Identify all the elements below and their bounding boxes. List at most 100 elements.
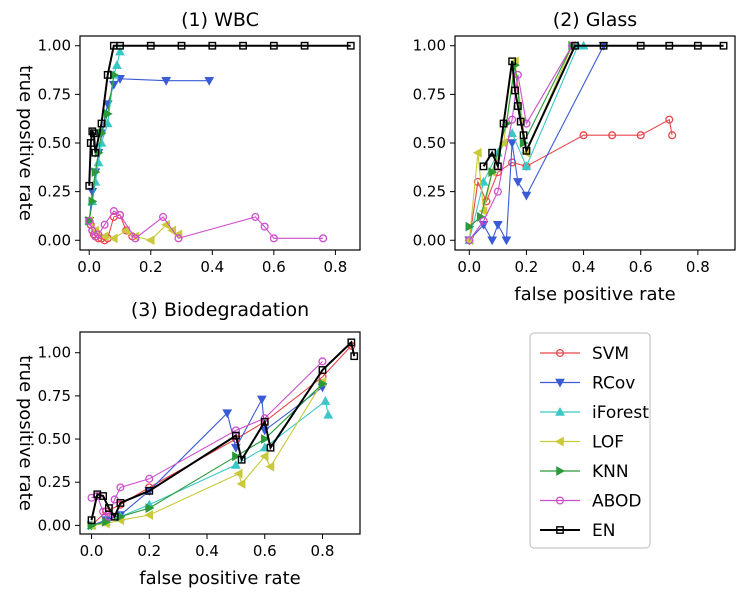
- biodegradation-point-rcov: [222, 409, 233, 419]
- biodegradation-y-tick-label: 0.50: [38, 430, 71, 448]
- biodegradation-line-en: [90, 340, 356, 521]
- glass-y-tick-label: 0.75: [413, 85, 446, 103]
- wbc-point-rcov: [204, 76, 215, 86]
- glass-point-en: [479, 162, 488, 171]
- glass-series-en: [479, 41, 728, 171]
- wbc-series-abod: [85, 207, 328, 243]
- wbc-point-iforest: [102, 118, 113, 128]
- wbc-point-iforest: [115, 46, 125, 56]
- wbc-point-en: [239, 41, 247, 50]
- biodegradation-series-abod: [87, 357, 327, 521]
- biodegradation-x-axis-title: false positive rate: [139, 568, 300, 589]
- biodegradation-title: (3) Biodegradation: [131, 299, 309, 321]
- glass-point-abod: [465, 236, 474, 245]
- wbc-y-tick-label: 0.50: [38, 134, 71, 152]
- wbc-point-iforest: [90, 176, 101, 186]
- legend-label: RCov: [592, 374, 635, 394]
- wbc-point-lof: [121, 225, 130, 236]
- glass-x-tick-label: 0.4: [572, 258, 596, 276]
- biodegradation-y-axis-title: true positive rate: [15, 355, 36, 511]
- biodegradation-series-en: [87, 338, 359, 525]
- biodegradation-point-en: [231, 431, 240, 440]
- biodegradation-point-abod: [231, 426, 240, 435]
- glass-point-en: [511, 86, 519, 95]
- glass-point-rcov: [521, 191, 532, 201]
- legend-swatch-marker: [555, 496, 565, 505]
- biodegradation-point-knn: [232, 451, 241, 462]
- wbc-point-en: [300, 41, 309, 50]
- wbc-y-tick-label: 0.75: [38, 85, 71, 103]
- wbc-point-lof: [108, 233, 118, 244]
- biodegradation-point-abod: [116, 483, 125, 492]
- glass-point-en: [599, 41, 608, 50]
- biodegradation-y-tick-label: 1.00: [38, 344, 71, 362]
- wbc-point-abod: [319, 234, 328, 243]
- legend-entry-en: EN: [540, 521, 615, 541]
- wbc-point-en: [88, 127, 97, 136]
- biodegradation-point-en: [347, 338, 356, 347]
- wbc-point-abod: [94, 230, 103, 239]
- glass-y-tick-label: 0.50: [413, 134, 446, 152]
- wbc-point-en: [177, 41, 186, 50]
- biodegradation-point-lof: [265, 461, 275, 472]
- wbc-y-axis-title: true positive rate: [15, 65, 36, 221]
- biodegradation-point-knn: [116, 511, 126, 522]
- biodegradation-point-en: [104, 504, 113, 513]
- wbc-point-knn: [88, 196, 98, 207]
- glass-point-svm: [579, 131, 588, 140]
- wbc-point-abod: [131, 234, 140, 243]
- legend-swatch-marker: [555, 406, 565, 416]
- legend-entry-rcov: RCov: [540, 374, 635, 394]
- glass-point-en: [493, 162, 502, 171]
- biodegradation-point-en: [318, 366, 327, 374]
- biodegradation-point-en: [237, 455, 246, 464]
- legend-label: iForest: [592, 403, 649, 423]
- glass-point-en: [508, 57, 517, 66]
- biodegradation-point-lof: [259, 451, 269, 462]
- glass-point-rcov: [492, 220, 503, 230]
- wbc-point-abod: [260, 222, 269, 231]
- biodegradation-line-rcov: [91, 386, 323, 526]
- wbc-point-en: [97, 119, 106, 128]
- panel-glass: (2) Glass 0.0 0.2 0.4 0.6 0.8 0.00 0.25 0.50 0.75…: [413, 9, 736, 305]
- biodegradation-y-tick-label: 0.75: [38, 387, 71, 405]
- glass-point-abod: [513, 70, 522, 79]
- biodegradation-series-rcov: [86, 383, 328, 531]
- wbc-point-knn: [103, 108, 113, 119]
- legend-label: KNN: [592, 462, 629, 482]
- legend-label: SVM: [592, 344, 629, 364]
- glass-point-en: [519, 131, 528, 140]
- biodegradation-point-knn: [260, 434, 270, 444]
- legend-swatch-marker: [556, 466, 566, 476]
- biodegradation-x-tick-label: 0.4: [195, 542, 219, 560]
- legend-label: LOF: [592, 433, 624, 453]
- glass-point-en: [719, 41, 728, 50]
- biodegradation-point-knn: [145, 503, 155, 513]
- biodegradation-point-abod: [318, 357, 327, 366]
- glass-point-en: [522, 146, 531, 155]
- wbc-y-tick-label: 0.00: [38, 231, 71, 249]
- glass-point-abod: [522, 119, 531, 128]
- biodegradation-x-tick-label: 0.8: [311, 542, 335, 560]
- glass-point-rcov: [487, 236, 498, 246]
- glass-line-abod: [468, 45, 573, 241]
- wbc-y-tick-label: 0.25: [38, 183, 71, 201]
- glass-point-svm: [608, 131, 617, 140]
- biodegradation-x-tick-label: 0.2: [137, 542, 161, 560]
- wbc-point-en: [89, 129, 98, 138]
- biodegradation-point-en: [116, 499, 125, 507]
- glass-line-en: [482, 44, 724, 171]
- biodegradation-point-en: [110, 512, 119, 521]
- glass-point-en: [693, 41, 702, 50]
- glass-point-iforest: [521, 161, 532, 171]
- wbc-point-abod: [269, 234, 278, 243]
- glass-point-rcov: [512, 178, 523, 187]
- wbc-x-tick-label: 0.0: [77, 258, 101, 276]
- glass-point-lof: [498, 138, 508, 148]
- glass-point-iforest: [478, 176, 489, 186]
- glass-point-abod: [479, 216, 488, 225]
- wbc-point-abod: [85, 216, 94, 225]
- glass-x-tick-label: 0.8: [686, 258, 710, 276]
